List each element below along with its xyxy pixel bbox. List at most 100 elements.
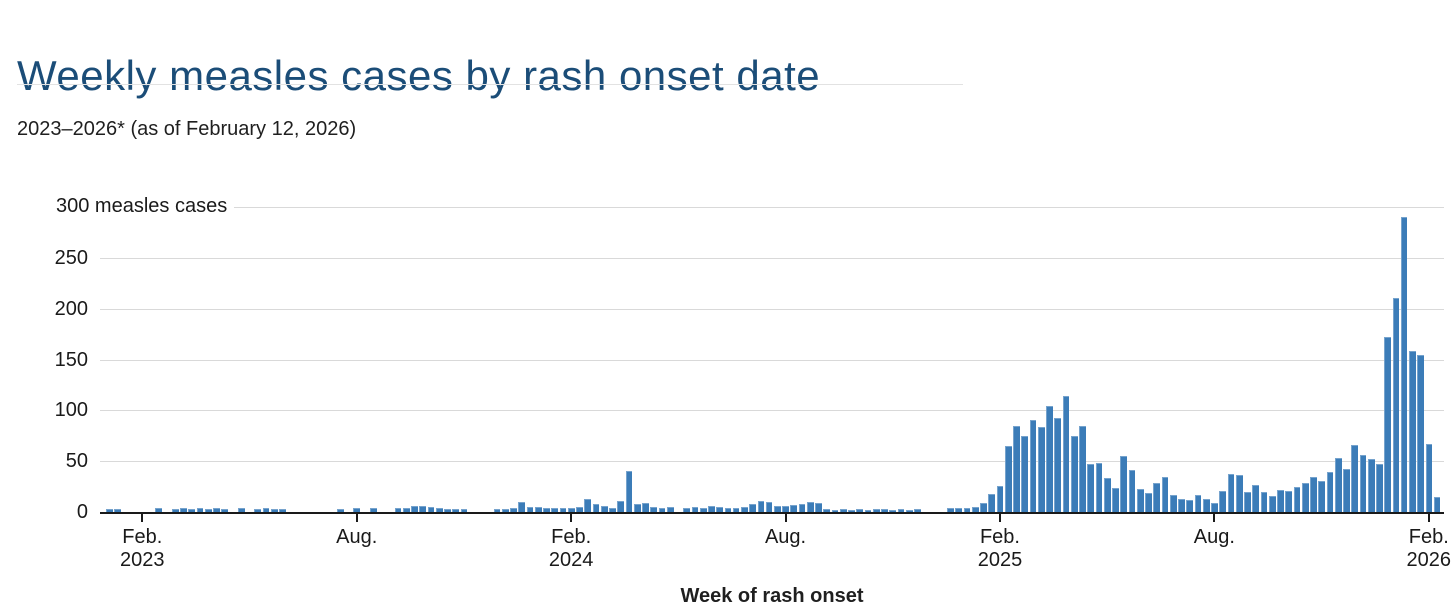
x-tick-mark — [141, 513, 144, 522]
bar-week-78 — [749, 504, 756, 512]
gridline — [100, 461, 1444, 463]
bar-week-153 — [1367, 459, 1375, 512]
bar-week-95 — [889, 510, 897, 512]
bar-week-41 — [444, 509, 451, 512]
bar-week-96 — [897, 509, 905, 512]
gridline — [100, 359, 1444, 361]
bar-week-125 — [1136, 489, 1144, 512]
bar-week-1 — [114, 509, 121, 512]
bar-week-155 — [1384, 337, 1391, 512]
bar-week-129 — [1169, 495, 1177, 512]
bar-week-85 — [806, 502, 814, 512]
bar-week-140 — [1260, 492, 1268, 512]
bar-week-55 — [559, 508, 567, 512]
bar-week-145 — [1301, 483, 1309, 512]
bar-week-66 — [650, 507, 658, 512]
bar-week-134 — [1211, 503, 1218, 512]
y-tick-label: 100 — [54, 399, 88, 422]
bar-week-48 — [501, 509, 509, 512]
bar-week-50 — [518, 502, 526, 512]
gridline — [100, 410, 1444, 412]
bar-week-62 — [617, 501, 625, 512]
bar-week-126 — [1145, 493, 1152, 512]
bar-week-124 — [1128, 470, 1136, 512]
bar-week-18 — [254, 509, 262, 512]
bar-week-149 — [1334, 458, 1342, 512]
bar-week-138 — [1244, 492, 1251, 512]
bar-week-122 — [1112, 488, 1119, 512]
bar-week-88 — [831, 510, 839, 512]
bar-week-83 — [790, 505, 798, 512]
y-tick-label: 250 — [54, 246, 88, 269]
bar-week-102 — [947, 508, 954, 512]
bar-week-106 — [980, 503, 987, 512]
bar-week-103 — [955, 508, 963, 512]
bar-week-104 — [963, 508, 971, 512]
bar-week-70 — [683, 508, 691, 512]
bar-week-86 — [815, 503, 822, 512]
bar-week-154 — [1376, 464, 1383, 512]
bar-week-38 — [419, 506, 427, 512]
bar-week-13 — [213, 508, 220, 512]
bar-week-93 — [872, 509, 880, 512]
bar-week-79 — [757, 501, 765, 512]
bar-week-52 — [534, 507, 542, 512]
bar-week-60 — [600, 506, 608, 512]
bar-week-58 — [584, 499, 592, 512]
bar-week-116 — [1062, 396, 1070, 512]
bar-week-87 — [823, 509, 831, 512]
page-title: Weekly measles cases by rash onset date — [17, 52, 821, 100]
bar-week-32 — [369, 508, 377, 512]
y-tick-label: 150 — [54, 348, 88, 371]
x-tick-label: Feb. 2025 — [977, 526, 1023, 571]
bar-week-77 — [741, 507, 748, 512]
bar-week-121 — [1103, 478, 1111, 512]
y-tick-label: 0 — [76, 501, 88, 523]
bar-week-12 — [204, 509, 212, 512]
gridline — [100, 308, 1444, 310]
bar-week-136 — [1227, 474, 1235, 512]
bar-week-54 — [551, 508, 559, 512]
bar-week-157 — [1400, 217, 1408, 512]
bar-week-110 — [1013, 426, 1020, 512]
bar-week-47 — [493, 509, 501, 512]
bar-week-43 — [460, 509, 468, 512]
bar-week-156 — [1392, 298, 1400, 512]
bar-week-123 — [1120, 456, 1128, 512]
bar-week-143 — [1285, 491, 1293, 512]
x-tick-label: Feb. 2024 — [548, 526, 594, 571]
bar-week-158 — [1409, 351, 1416, 512]
bar-week-117 — [1070, 436, 1078, 512]
bar-week-56 — [567, 508, 575, 512]
bar-week-6 — [155, 508, 163, 512]
bar-week-63 — [625, 471, 633, 512]
bar-week-94 — [881, 509, 888, 512]
bar-week-135 — [1219, 491, 1227, 512]
bar-week-97 — [905, 510, 913, 512]
chart-subtitle: 2023–2026* (as of February 12, 2026) — [17, 118, 357, 140]
bar-week-107 — [988, 494, 996, 512]
bar-week-37 — [411, 506, 418, 512]
x-tick-label: Feb. 2026 — [1406, 526, 1452, 571]
bar-week-30 — [353, 508, 361, 512]
bar-week-113 — [1037, 427, 1045, 512]
bar-week-72 — [699, 508, 707, 512]
x-tick-label: Aug. — [1193, 526, 1235, 548]
plot-area: Feb. 2023 Aug. Feb. 2024 Aug. Feb. 2025 Aug. Feb.… — [100, 207, 1451, 571]
bar-week-49 — [510, 508, 517, 512]
gridline — [100, 257, 1444, 259]
bar-week-16 — [237, 508, 245, 512]
x-tick-label: Feb. 2023 — [120, 526, 165, 571]
bar-week-21 — [279, 509, 286, 512]
bar-week-73 — [708, 506, 715, 512]
bar-week-152 — [1359, 455, 1367, 512]
bar-week-67 — [658, 508, 666, 512]
bar-week-61 — [609, 508, 616, 512]
bar-week-0 — [106, 509, 113, 512]
bar-week-114 — [1046, 406, 1053, 512]
bar-week-9 — [180, 508, 187, 512]
x-tick-mark — [355, 513, 358, 522]
bar-week-68 — [666, 507, 674, 512]
bar-week-141 — [1268, 496, 1276, 512]
